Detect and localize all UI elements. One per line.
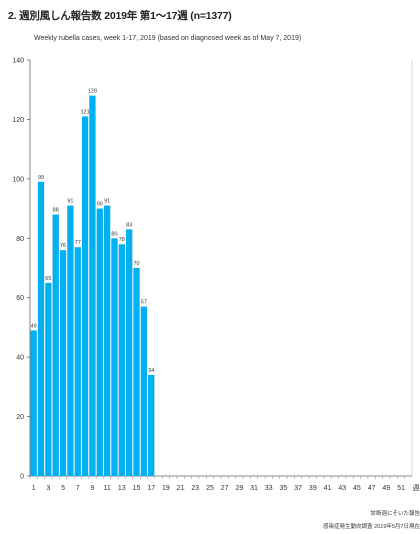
y-tick-label: 80 <box>16 236 24 243</box>
bar <box>81 116 89 476</box>
bar <box>59 250 67 476</box>
x-tick-label: 21 <box>177 485 185 492</box>
x-tick-label: 1 <box>32 485 36 492</box>
bar <box>111 238 118 476</box>
bar <box>133 268 140 476</box>
bar <box>103 205 111 476</box>
x-tick-label: 17 <box>147 485 155 492</box>
x-tick-label: 49 <box>382 485 390 492</box>
x-tick-label: 41 <box>324 485 332 492</box>
x-tick-label: 13 <box>118 485 126 492</box>
chart-title: 2. 週別風しん報告数 2019年 第1～17週 (n=1377) <box>8 10 232 22</box>
x-tick-label: 29 <box>235 485 243 492</box>
data-label: 80 <box>111 231 117 237</box>
data-label: 76 <box>60 243 66 249</box>
x-axis-label: 週 <box>413 483 420 492</box>
x-tick-label: 3 <box>46 485 50 492</box>
data-label: 90 <box>97 202 103 208</box>
data-label: 78 <box>119 237 125 243</box>
data-label: 65 <box>45 276 51 282</box>
bar <box>74 247 81 476</box>
bar <box>126 229 133 476</box>
source-note: 診断週にそいた報告 <box>370 511 420 517</box>
y-tick-label: 40 <box>16 355 24 362</box>
bar <box>45 282 52 476</box>
bar <box>89 95 96 477</box>
y-tick-label: 100 <box>12 176 24 183</box>
data-label: 128 <box>88 89 97 95</box>
data-label: 77 <box>75 240 81 246</box>
data-label: 34 <box>148 368 154 374</box>
x-tick-label: 43 <box>338 485 346 492</box>
data-label: 121 <box>81 109 90 115</box>
x-tick-label: 37 <box>294 485 302 492</box>
x-tick-label: 23 <box>191 485 199 492</box>
x-tick-label: 7 <box>76 485 80 492</box>
x-tick-label: 47 <box>368 485 376 492</box>
bar <box>118 244 125 476</box>
bar <box>96 208 103 477</box>
x-tick-label: 35 <box>280 485 288 492</box>
bar <box>67 205 74 476</box>
data-label: 83 <box>126 222 132 228</box>
y-tick-label: 20 <box>16 414 24 421</box>
bar <box>30 330 37 476</box>
bar <box>148 374 155 476</box>
x-tick-label: 11 <box>103 485 110 492</box>
data-label: 70 <box>133 261 139 267</box>
x-axis: 1 3 5 7 9 11 13 15 17 19 21 23 25 27 29 31 33 35 37 39 41 43 4… <box>29 476 420 492</box>
x-tick-label: 39 <box>309 485 317 492</box>
x-tick-label: 15 <box>133 485 141 492</box>
source-citation: 感染症発生動向調査 2019年5月7日現在 <box>323 524 420 530</box>
x-tick-label: 33 <box>265 485 273 492</box>
bar <box>37 181 45 477</box>
bar <box>52 214 59 476</box>
y-tick-label: 0 <box>20 474 24 481</box>
x-tick-label: 25 <box>206 485 214 492</box>
x-tick-label: 19 <box>162 485 170 492</box>
chart-subtitle: Weekly rubella cases, week 1-17, 2019 (b… <box>34 35 302 42</box>
data-label: 88 <box>53 208 59 214</box>
data-label: 49 <box>31 323 37 329</box>
data-label: 91 <box>67 199 73 205</box>
y-tick-label: 140 <box>12 58 24 65</box>
x-tick-label: 9 <box>90 485 94 492</box>
data-label: 57 <box>141 300 147 306</box>
y-tick-label: 60 <box>16 295 24 302</box>
bar <box>140 306 148 476</box>
x-tick-label: 5 <box>61 485 65 492</box>
y-tick-label: 120 <box>12 117 24 124</box>
x-tick-label: 27 <box>221 485 229 492</box>
data-label: 91 <box>104 199 110 205</box>
x-tick-label: 31 <box>250 485 258 492</box>
x-tick-label: 45 <box>353 485 361 492</box>
data-label: 99 <box>38 175 44 181</box>
bars <box>30 95 155 477</box>
y-axis: 0 20 40 60 80 100 120 140 <box>12 58 30 481</box>
x-tick-label: 51 <box>397 485 405 492</box>
